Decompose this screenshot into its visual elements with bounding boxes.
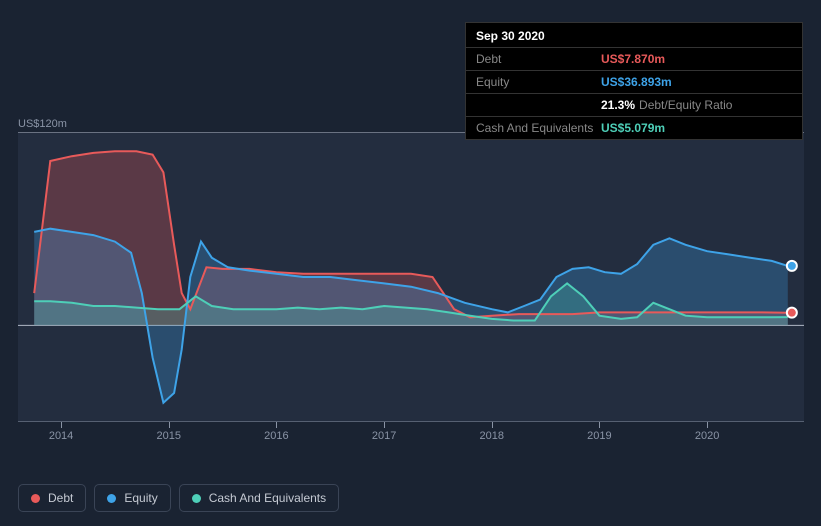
tooltip-ratio-pct: 21.3% [601, 98, 635, 112]
legend-label: Equity [124, 491, 157, 505]
legend-item-equity[interactable]: Equity [94, 484, 170, 512]
tooltip-row-cash: Cash And Equivalents US$5.079m [466, 117, 802, 139]
chart-container: Sep 30 2020 Debt US$7.870m Equity US$36.… [0, 0, 821, 526]
tooltip-date: Sep 30 2020 [466, 23, 802, 48]
x-axis-label: 2017 [372, 430, 396, 442]
tooltip-row-debt: Debt US$7.870m [466, 48, 802, 71]
data-tooltip: Sep 30 2020 Debt US$7.870m Equity US$36.… [465, 22, 803, 140]
x-axis-label: 2019 [587, 430, 611, 442]
tooltip-label-ratio [476, 98, 601, 112]
tooltip-value-debt: US$7.870m [601, 52, 792, 66]
tooltip-value-ratio: 21.3% Debt/Equity Ratio [601, 98, 792, 112]
tooltip-ratio-label: Debt/Equity Ratio [639, 98, 732, 112]
tooltip-label-debt: Debt [476, 52, 601, 66]
chart-svg [18, 132, 804, 422]
legend-label: Debt [48, 491, 73, 505]
x-axis-label: 2016 [264, 430, 288, 442]
y-axis-label: US$120m [18, 118, 67, 130]
plot-area [18, 132, 804, 422]
legend-dot-icon [192, 494, 201, 503]
x-axis-label: 2020 [695, 430, 719, 442]
tooltip-row-ratio: 21.3% Debt/Equity Ratio [466, 94, 802, 117]
legend-label: Cash And Equivalents [209, 491, 326, 505]
legend-dot-icon [31, 494, 40, 503]
legend-item-cash[interactable]: Cash And Equivalents [179, 484, 339, 512]
legend: Debt Equity Cash And Equivalents [18, 484, 339, 512]
tooltip-value-equity: US$36.893m [601, 75, 792, 89]
tooltip-label-cash: Cash And Equivalents [476, 121, 601, 135]
tooltip-value-cash: US$5.079m [601, 121, 792, 135]
tooltip-label-equity: Equity [476, 75, 601, 89]
legend-item-debt[interactable]: Debt [18, 484, 86, 512]
x-axis-label: 2018 [480, 430, 504, 442]
tooltip-row-equity: Equity US$36.893m [466, 71, 802, 94]
legend-dot-icon [107, 494, 116, 503]
x-axis-label: 2015 [156, 430, 180, 442]
x-axis: 2014 2015 2016 2017 2018 2019 2020 [18, 428, 804, 448]
chart-area[interactable]: US$120mUS$0-US$60m 201420152016201720182… [18, 120, 804, 460]
x-axis-label: 2014 [49, 430, 73, 442]
